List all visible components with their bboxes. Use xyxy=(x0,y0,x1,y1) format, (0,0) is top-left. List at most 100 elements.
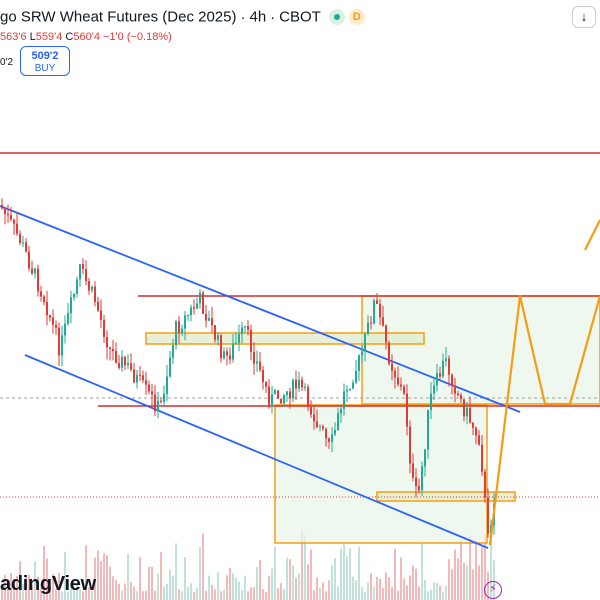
candle-body xyxy=(349,388,351,390)
volume-bar xyxy=(328,580,330,600)
buy-button[interactable]: 509'2 BUY xyxy=(20,46,70,76)
candle-body xyxy=(58,327,60,356)
candle-body xyxy=(178,321,180,333)
volume-bar xyxy=(49,586,51,600)
volume-bar xyxy=(61,591,63,600)
candle-body xyxy=(214,325,216,340)
candle-body xyxy=(436,373,438,386)
volume-bar xyxy=(319,587,321,600)
projection-path[interactable] xyxy=(488,294,600,546)
volume-bar xyxy=(424,579,426,600)
volume-bar xyxy=(178,589,180,600)
candle-body xyxy=(190,307,192,316)
volume-bar xyxy=(394,548,396,600)
volume-bar xyxy=(109,566,111,600)
projection-arrow[interactable] xyxy=(584,219,600,251)
volume-bar xyxy=(274,546,276,600)
candle-body xyxy=(244,326,246,328)
volume-bar xyxy=(472,569,474,600)
candle-body xyxy=(337,413,339,431)
channel-upper-trendline[interactable] xyxy=(0,205,521,413)
candle-body xyxy=(124,356,126,366)
volume-bar xyxy=(235,577,237,600)
volume-bar xyxy=(232,573,234,600)
candle-body xyxy=(382,317,384,326)
candle-body xyxy=(154,394,156,412)
volume-bar xyxy=(397,590,399,600)
candle-body xyxy=(298,379,300,389)
volume-bar xyxy=(229,567,231,600)
volume-bar xyxy=(16,575,18,600)
market-status-icon[interactable] xyxy=(328,9,345,26)
candle-body xyxy=(7,213,9,216)
candle-body xyxy=(304,386,306,388)
candle-body xyxy=(460,395,462,400)
candle-body xyxy=(316,421,318,428)
candle-body xyxy=(121,356,123,368)
symbol-name[interactable]: go SRW Wheat Futures (Dec 2025) xyxy=(0,8,237,26)
volume-bar xyxy=(310,549,312,600)
volume-bar xyxy=(67,591,69,600)
candle-body xyxy=(484,471,486,498)
volume-bar xyxy=(493,559,495,600)
volume-bar xyxy=(385,572,387,600)
candle-body xyxy=(79,263,81,280)
interval-label[interactable]: 4h xyxy=(249,8,267,26)
volume-bar xyxy=(436,582,438,600)
candle-body xyxy=(319,426,321,428)
candle-body xyxy=(91,286,93,291)
buy-price[interactable]: 509'2 xyxy=(31,50,59,62)
volume-bar xyxy=(133,586,135,600)
volume-bar xyxy=(304,534,306,600)
candle-body xyxy=(358,355,360,371)
volume-bar xyxy=(433,582,435,600)
candle-body xyxy=(220,335,222,359)
candle-body xyxy=(184,315,186,329)
volume-bar xyxy=(214,589,216,600)
resistance-zone-box[interactable] xyxy=(145,332,425,345)
candle-body xyxy=(289,391,291,399)
close-key: C xyxy=(65,31,74,43)
candle-body xyxy=(1,205,3,209)
volume-bar xyxy=(253,587,255,600)
candle-body xyxy=(112,348,114,352)
candle-body xyxy=(139,374,141,376)
candle-body xyxy=(166,376,168,394)
volume-bar xyxy=(79,589,81,600)
volume-bar xyxy=(70,583,72,600)
symbol-title[interactable]: go SRW Wheat Futures (Dec 2025) · 4h · CBOT D xyxy=(0,8,365,26)
change-value: −1'0 (−0.18%) xyxy=(103,31,172,43)
candle-body xyxy=(418,486,420,491)
volume-bar xyxy=(268,576,270,600)
volume-bar xyxy=(361,587,363,600)
candle-body xyxy=(451,374,453,387)
volume-bar xyxy=(460,539,462,600)
support-zone-box[interactable] xyxy=(376,491,516,502)
close-value: 560'4 xyxy=(73,31,100,43)
candle-body xyxy=(265,382,267,387)
candle-body xyxy=(478,435,480,445)
collapse-arrow-icon[interactable]: ↓ xyxy=(572,6,596,28)
accumulation-zone-box[interactable] xyxy=(274,404,488,544)
candle-body xyxy=(313,414,315,422)
target-zone-box[interactable] xyxy=(361,295,600,405)
volume-bar xyxy=(211,585,213,600)
volume-bar xyxy=(76,584,78,600)
volume-bar xyxy=(484,534,486,600)
delayed-data-icon[interactable]: D xyxy=(348,9,365,26)
candle-body xyxy=(442,360,444,377)
candle-body xyxy=(250,329,252,352)
tradingview-logo[interactable]: adingView xyxy=(0,573,96,595)
lightning-icon[interactable]: ⚡ xyxy=(484,581,502,599)
volume-bar xyxy=(244,575,246,600)
buy-label[interactable]: BUY xyxy=(34,63,56,74)
sell-price-partial[interactable]: 0'2 xyxy=(0,57,14,68)
volume-bar xyxy=(97,550,99,600)
candle-body xyxy=(346,389,348,392)
volume-bar xyxy=(40,587,42,600)
channel-lower-trendline[interactable] xyxy=(24,354,489,549)
volume-bar xyxy=(382,588,384,600)
volume-bar xyxy=(307,564,309,600)
volume-bar xyxy=(190,583,192,600)
